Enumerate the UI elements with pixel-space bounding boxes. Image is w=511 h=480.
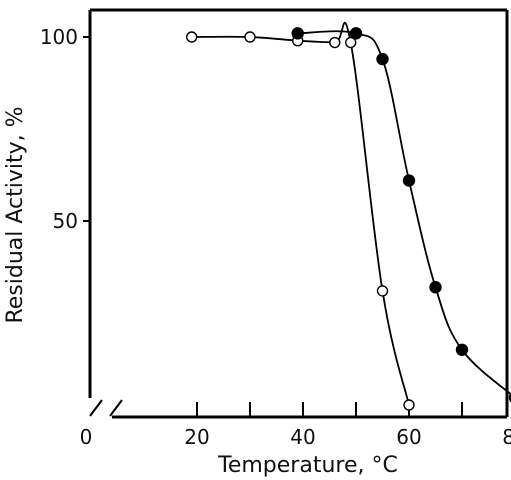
x-axis-title: Temperature, °C bbox=[217, 453, 398, 478]
y-tick-labels: 50 100 bbox=[40, 25, 78, 233]
open-circle-point bbox=[403, 399, 415, 411]
y-tick-label: 50 bbox=[53, 209, 78, 233]
x-ticks bbox=[196, 402, 463, 416]
open-circle-point bbox=[345, 36, 357, 49]
x-tick-label: 40 bbox=[290, 425, 315, 449]
series-1-curve bbox=[191, 21, 410, 406]
axis-break-slash bbox=[109, 399, 123, 417]
series-2-curve bbox=[297, 30, 511, 396]
filled-circle-point bbox=[402, 174, 416, 187]
filled-circle-point bbox=[291, 27, 304, 40]
x-tick-label: 80 bbox=[502, 425, 511, 449]
filled-circle-point bbox=[455, 343, 469, 356]
open-circle-point bbox=[244, 31, 256, 43]
x-axis-break bbox=[89, 399, 123, 417]
filled-circle-point bbox=[349, 27, 363, 40]
plot-frame bbox=[88, 8, 509, 419]
open-circle-point bbox=[329, 36, 341, 49]
x-tick-labels: 0 20 40 60 80 bbox=[80, 425, 511, 449]
x-tick-label: 60 bbox=[396, 425, 421, 449]
x-tick-label: 20 bbox=[184, 425, 209, 449]
open-circle-point bbox=[376, 285, 389, 297]
open-circle-point bbox=[185, 31, 198, 43]
filled-circle-point bbox=[429, 281, 442, 294]
y-tick-label: 100 bbox=[40, 25, 78, 49]
series-markers bbox=[185, 27, 511, 411]
x-tick-label: 0 bbox=[80, 425, 93, 449]
y-ticks bbox=[83, 36, 90, 222]
y-axis-title: Residual Activity, % bbox=[3, 106, 28, 323]
axis-break-slash bbox=[89, 399, 103, 417]
filled-circle-point bbox=[376, 52, 389, 66]
